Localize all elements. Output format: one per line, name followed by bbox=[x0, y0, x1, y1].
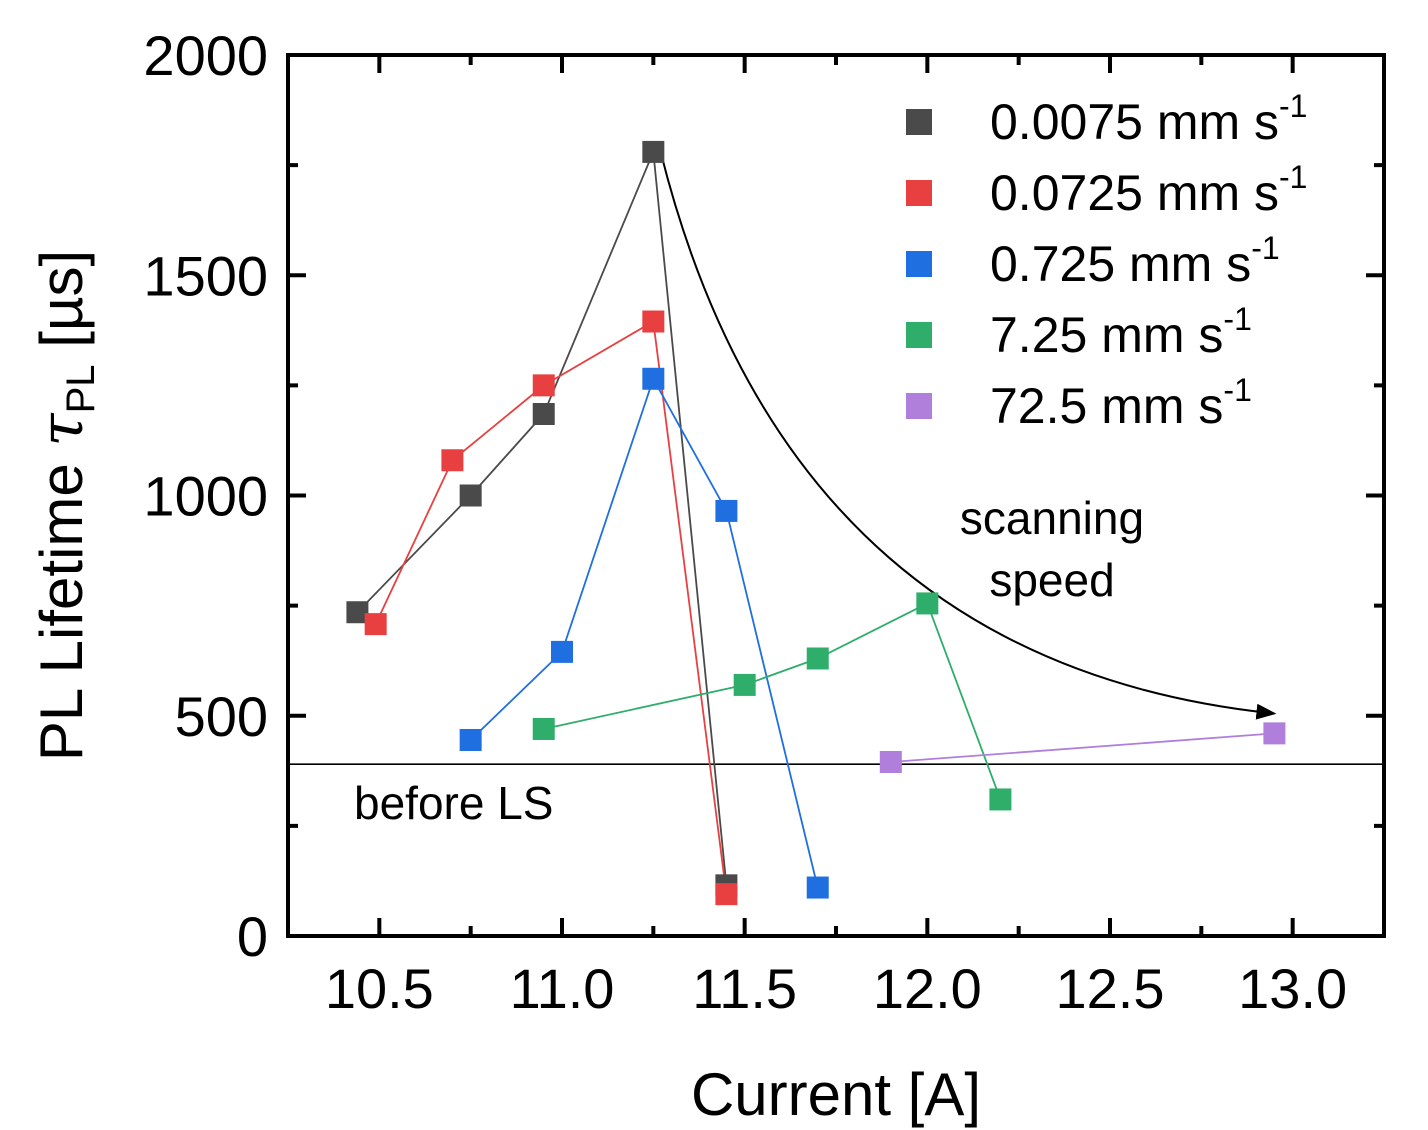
legend-label-0: 0.0075 mm s-1 bbox=[990, 88, 1307, 150]
legend-marker-2 bbox=[906, 251, 932, 277]
annotation-line: speed bbox=[989, 554, 1114, 606]
legend-label-text: 0.725 mm s bbox=[990, 236, 1251, 292]
x-tick-label: 12.5 bbox=[1056, 957, 1165, 1020]
legend-label-2: 0.725 mm s-1 bbox=[990, 230, 1280, 292]
legend-label-sup: -1 bbox=[1279, 88, 1307, 124]
data-point-s2-2 bbox=[642, 367, 665, 390]
series-line-0 bbox=[356, 151, 728, 886]
axis-ticks bbox=[286, 53, 1386, 938]
legend: 0.0075 mm s-10.0725 mm s-10.725 mm s-17.… bbox=[906, 88, 1307, 434]
legend-label-text: 72.5 mm s bbox=[990, 378, 1223, 434]
x-tick-label: 11.5 bbox=[692, 957, 797, 1020]
legend-marker-0 bbox=[906, 109, 932, 135]
data-point-s0-3 bbox=[642, 140, 665, 163]
x-axis-title: Current [A] bbox=[691, 1061, 981, 1128]
data-point-s1-1 bbox=[441, 449, 464, 472]
y-axis-title-main: PL Lifetime bbox=[28, 447, 95, 762]
y-tick-label: 500 bbox=[175, 685, 268, 748]
reference-line-label: before LS bbox=[354, 777, 553, 829]
y-axis-title-symbol: τ bbox=[27, 413, 97, 447]
x-tick-label: 10.5 bbox=[325, 957, 434, 1020]
y-axis-title: PL Lifetime τPL [µs] bbox=[27, 250, 103, 761]
legend-label-text: 7.25 mm s bbox=[990, 307, 1223, 363]
legend-label-text: 0.0075 mm s bbox=[990, 94, 1279, 150]
legend-label-sup: -1 bbox=[1223, 372, 1251, 408]
y-tick-label: 1500 bbox=[143, 244, 268, 307]
data-point-s4-1 bbox=[1263, 722, 1286, 745]
y-tick-label: 0 bbox=[237, 905, 268, 968]
data-point-s1-0 bbox=[364, 613, 387, 636]
data-point-s3-0 bbox=[532, 717, 555, 740]
legend-marker-4 bbox=[906, 393, 932, 419]
y-tick-label: 2000 bbox=[143, 24, 268, 87]
data-point-s4-0 bbox=[879, 751, 902, 774]
data-point-s3-2 bbox=[806, 647, 829, 670]
data-point-s0-2 bbox=[532, 403, 555, 426]
legend-label-4: 72.5 mm s-1 bbox=[990, 372, 1252, 434]
y-axis-title-unit: [µs] bbox=[28, 250, 95, 365]
x-tick-label: 12.0 bbox=[873, 957, 982, 1020]
y-axis-title-sub: PL bbox=[59, 364, 103, 413]
legend-marker-3 bbox=[906, 322, 932, 348]
data-point-s2-0 bbox=[459, 728, 482, 751]
series-points bbox=[346, 140, 1286, 906]
y-tick-label: 1000 bbox=[143, 465, 268, 528]
reference-layer: before LS bbox=[288, 763, 1384, 829]
tick-labels: 10.5 11.0 11.5 12.0 12.5 13.0 0 500 1000 1500 2000 bbox=[143, 24, 1347, 1020]
legend-label-sup: -1 bbox=[1279, 159, 1307, 195]
legend-marker-1 bbox=[906, 180, 932, 206]
data-point-s1-2 bbox=[532, 374, 555, 397]
data-point-s2-1 bbox=[551, 640, 573, 663]
data-point-s0-1 bbox=[459, 484, 482, 507]
data-point-s3-1 bbox=[733, 673, 756, 696]
arrow-layer bbox=[659, 151, 1277, 720]
series-line-4 bbox=[890, 732, 1275, 763]
annotations: scanning speed bbox=[960, 492, 1144, 606]
data-point-s1-4 bbox=[715, 883, 738, 906]
legend-label-text: 0.0725 mm s bbox=[990, 165, 1279, 221]
data-point-s3-3 bbox=[916, 592, 939, 615]
data-point-s3-4 bbox=[989, 788, 1012, 811]
legend-label-sup: -1 bbox=[1251, 230, 1279, 266]
data-point-s1-3 bbox=[642, 310, 665, 333]
legend-label-sup: -1 bbox=[1223, 301, 1251, 337]
data-point-s2-4 bbox=[806, 876, 829, 899]
scanning-speed-arrow bbox=[659, 151, 1277, 720]
data-point-s0-0 bbox=[346, 601, 369, 624]
legend-label-3: 7.25 mm s-1 bbox=[990, 301, 1252, 363]
annotation-line: scanning bbox=[960, 492, 1144, 544]
legend-label-1: 0.0725 mm s-1 bbox=[990, 159, 1307, 221]
data-point-s2-3 bbox=[715, 499, 738, 522]
x-tick-label: 11.0 bbox=[510, 957, 615, 1020]
x-tick-label: 13.0 bbox=[1238, 957, 1347, 1020]
